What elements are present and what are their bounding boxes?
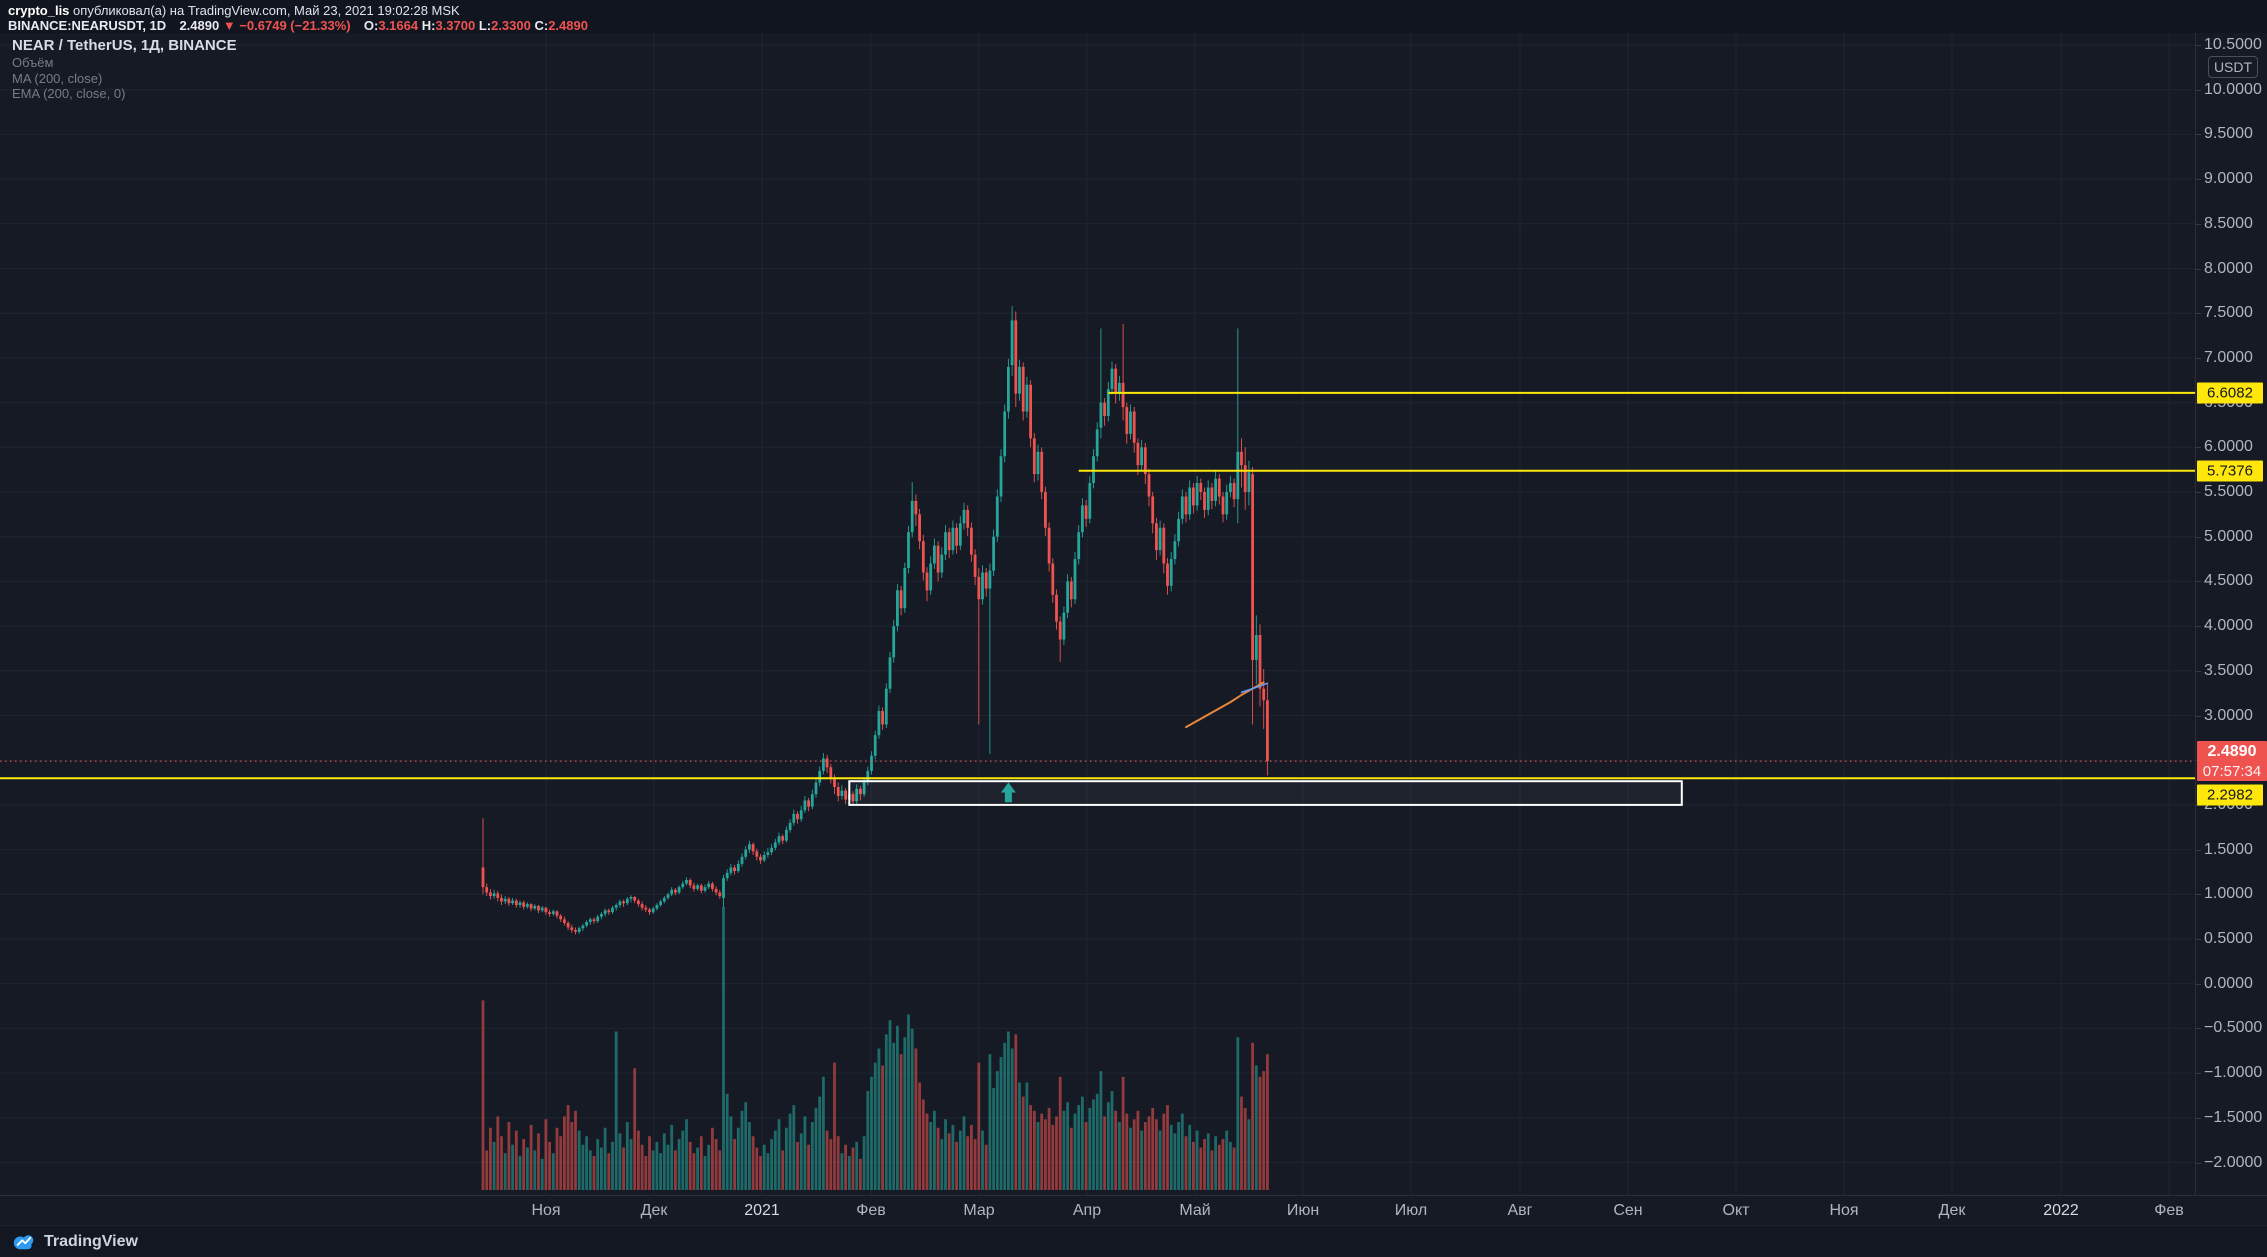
- price-tick-label: 8.0000: [2204, 259, 2253, 277]
- price-tick-mark: [2196, 134, 2201, 136]
- price-tick-mark: [2196, 268, 2201, 270]
- price-tick-label: 5.5000: [2204, 483, 2253, 500]
- symbol-line: BINANCE:NEARUSDT, 1D 2.4890 ▼ −0.6749 (−…: [8, 18, 2267, 33]
- price-tick-mark: [2196, 536, 2201, 538]
- time-year-label: 2021: [744, 1202, 780, 1219]
- down-triangle-icon: ▼: [222, 18, 236, 33]
- time-month-label: Июл: [1394, 1202, 1428, 1219]
- time-month-label: Ноя: [531, 1202, 561, 1219]
- time-month-label: Фев: [856, 1202, 886, 1219]
- last-price-label: 2.4890 07:57:34: [2197, 741, 2267, 782]
- price-tick-label: 0.0000: [2204, 974, 2253, 992]
- level-price-label: 2.2982: [2197, 784, 2263, 806]
- legend-indicator-row[interactable]: Объём: [12, 55, 54, 70]
- tradingview-brand-text[interactable]: TradingView: [44, 1232, 138, 1250]
- legend-indicator-row[interactable]: EMA (200, close, 0): [12, 86, 126, 101]
- price-tick-mark: [2196, 894, 2201, 896]
- time-month-label: Май: [1179, 1202, 1211, 1219]
- ohlc-value: 2.3300: [491, 18, 535, 33]
- price-tick-label: 5.0000: [2204, 527, 2253, 545]
- ohlc-value: 2.4890: [548, 18, 588, 33]
- time-month-label: Сен: [1613, 1202, 1643, 1219]
- header-last-price: 2.4890: [179, 18, 220, 33]
- tradingview-logo-icon[interactable]: [12, 1231, 36, 1253]
- time-month-label: Апр: [1072, 1202, 1102, 1219]
- price-tick-label: −0.5000: [2204, 1019, 2263, 1037]
- price-tick-label: 3.0000: [2204, 706, 2253, 724]
- ohlc-value: 3.1664: [378, 18, 422, 33]
- ohlc-key: L:: [478, 18, 492, 33]
- time-year-label: 2022: [2043, 1202, 2079, 1219]
- price-tick-label: −1.0000: [2204, 1064, 2263, 1082]
- price-tick-mark: [2196, 447, 2201, 449]
- footer-bar: TradingView: [0, 1225, 2267, 1257]
- level-price-label: 6.6082: [2197, 382, 2263, 404]
- price-tick-mark: [2196, 89, 2201, 91]
- price-tick-mark: [2196, 849, 2201, 851]
- legend-symbol-title: NEAR / TetherUS, 1Д, BINANCE: [12, 37, 237, 54]
- price-tick-label: −2.0000: [2204, 1153, 2263, 1171]
- time-axis[interactable]: Ноя Дек 2021 Фев Мар Апр Май Июн Июл Авг Сен Окт Ноя…: [0, 1195, 2267, 1225]
- price-tick-mark: [2196, 1073, 2201, 1075]
- price-tick-mark: [2196, 45, 2201, 46]
- price-tick-label: 9.0000: [2204, 170, 2253, 188]
- price-tick-label: 8.5000: [2204, 214, 2253, 232]
- ohlc-key: O:: [363, 18, 379, 33]
- chart-surface[interactable]: [0, 33, 2195, 1195]
- ohlc-value: 3.3700: [435, 18, 479, 33]
- header-change: −0.6749 (−21.33%): [239, 18, 351, 33]
- bar-countdown: 07:57:34: [2202, 763, 2262, 781]
- price-tick-mark: [2196, 357, 2201, 359]
- last-price-value: 2.4890: [2207, 743, 2257, 761]
- price-tick-label: 4.5000: [2204, 572, 2253, 590]
- price-tick-mark: [2196, 492, 2201, 493]
- time-month-label: Фев: [2154, 1202, 2184, 1219]
- price-tick-label: 3.5000: [2204, 661, 2253, 679]
- time-month-label: Окт: [1722, 1202, 1750, 1219]
- price-tick-label: 9.5000: [2204, 125, 2253, 143]
- time-month-label: Ноя: [1829, 1202, 1859, 1219]
- publish-info: опубликовал(а) на TradingView.com, Май 2…: [73, 3, 460, 18]
- time-month-label: Дек: [1938, 1202, 1966, 1219]
- price-tick-label: −1.5000: [2204, 1108, 2263, 1126]
- price-tick-label: 10.5000: [2204, 36, 2262, 53]
- price-tick-mark: [2196, 983, 2201, 985]
- time-month-label: Дек: [640, 1202, 668, 1219]
- price-tick-mark: [2196, 581, 2201, 583]
- author-name: crypto_lis: [8, 3, 70, 18]
- price-tick-mark: [2196, 670, 2201, 672]
- price-tick-mark: [2196, 939, 2201, 940]
- price-tick-label: 10.0000: [2204, 80, 2262, 98]
- level-price-label: 5.7376: [2197, 460, 2263, 482]
- ohlc-key: C:: [534, 18, 549, 33]
- ohlc-key: H:: [421, 18, 436, 33]
- price-tick-mark: [2196, 179, 2201, 181]
- price-tick-label: 4.0000: [2204, 617, 2253, 635]
- price-tick-label: 0.5000: [2204, 930, 2253, 947]
- price-axis[interactable]: USDT 10.5000 10.0000 9.5000 9.0000 8.5000 8.0…: [2195, 33, 2267, 1195]
- price-tick-mark: [2196, 1162, 2201, 1164]
- time-month-label: Мар: [963, 1202, 995, 1219]
- share-header: crypto_lis опубликовал(а) на TradingView…: [0, 0, 2267, 33]
- price-tick-mark: [2196, 715, 2201, 717]
- price-tick-mark: [2196, 1117, 2201, 1119]
- price-tick-label: 1.0000: [2204, 885, 2253, 903]
- time-month-label: Авг: [1507, 1202, 1533, 1219]
- price-tick-mark: [2196, 1028, 2201, 1030]
- legend-indicator-rows: Объём MA (200, close) EMA (200, close, 0): [12, 55, 237, 102]
- publish-line: crypto_lis опубликовал(а) на TradingView…: [8, 3, 2267, 18]
- price-tick-label: 6.0000: [2204, 438, 2253, 456]
- time-month-label: Июн: [1286, 1202, 1320, 1219]
- price-tick-label: 1.5000: [2204, 840, 2253, 858]
- unit-badge: USDT: [2208, 56, 2258, 78]
- symbol-name: BINANCE:NEARUSDT, 1D: [8, 18, 167, 33]
- price-tick-mark: [2196, 313, 2201, 315]
- price-tick-label: 7.0000: [2204, 348, 2253, 366]
- header-ohlc: O:3.1664 H:3.3700 L:2.3300 C:2.4890: [364, 18, 588, 33]
- price-tick-mark: [2196, 223, 2201, 225]
- chart-legend[interactable]: NEAR / TetherUS, 1Д, BINANCE Объём MA (20…: [12, 36, 237, 102]
- legend-indicator-row[interactable]: MA (200, close): [12, 70, 103, 86]
- price-tick-mark: [2196, 626, 2201, 628]
- price-tick-label: 7.5000: [2204, 304, 2253, 322]
